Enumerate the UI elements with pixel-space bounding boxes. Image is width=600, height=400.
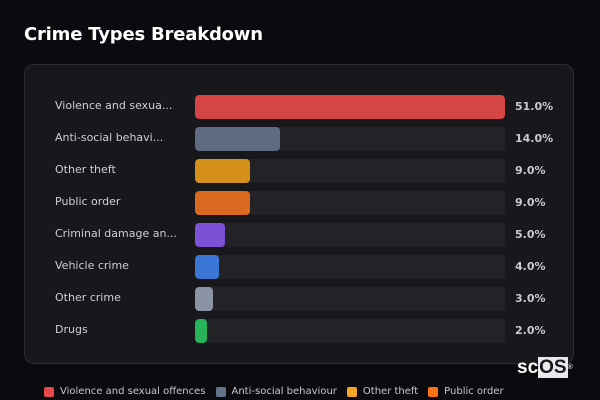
- bar-track: [195, 127, 505, 151]
- bar-label: Criminal damage an...: [55, 227, 177, 240]
- legend-label: Violence and sexual offences: [60, 386, 206, 397]
- bar-row: Other theft 9.0%: [25, 159, 573, 183]
- bar-value: 14.0%: [515, 132, 554, 145]
- legend-swatch-icon: [44, 386, 54, 397]
- bar-label: Drugs: [55, 323, 88, 336]
- legend-label: Other theft: [362, 386, 419, 397]
- bar-row: Criminal damage an... 5.0%: [25, 223, 573, 247]
- bar-label: Other theft: [55, 163, 116, 176]
- bar-fill[interactable]: [195, 255, 220, 279]
- bar-fill[interactable]: [195, 159, 250, 183]
- bar-value: 9.0%: [515, 164, 546, 177]
- logo-os-text: OS: [538, 357, 568, 378]
- bar-row: Vehicle crime 4.0%: [25, 255, 573, 279]
- bar-value: 4.0%: [515, 260, 546, 273]
- bar-track: [195, 223, 505, 247]
- bar-label: Other crime: [55, 291, 121, 304]
- bar-label: Anti-social behavi...: [55, 131, 164, 144]
- legend-label: Anti-social behaviour: [231, 386, 337, 397]
- legend-label: Public order: [444, 386, 504, 397]
- chart-legend: Violence and sexual offences Anti-social …: [44, 386, 504, 397]
- bar-fill[interactable]: [195, 127, 281, 151]
- bar-fill[interactable]: [195, 319, 208, 343]
- bar-value: 51.0%: [515, 100, 554, 113]
- chart-card: Violence and sexua... 51.0% Anti-social be…: [24, 64, 574, 364]
- bar-label: Violence and sexua...: [55, 99, 173, 112]
- legend-item[interactable]: Other theft: [346, 386, 419, 397]
- logo-registered-mark: ®: [567, 364, 573, 371]
- chart-title: Crime Types Breakdown: [24, 24, 263, 45]
- bar-row: Violence and sexua... 51.0%: [25, 95, 573, 119]
- legend-swatch-icon: [215, 386, 226, 397]
- bar-value: 5.0%: [515, 228, 546, 241]
- bar-fill[interactable]: [195, 95, 505, 119]
- bar-track: [195, 287, 505, 311]
- bar-value: 9.0%: [515, 196, 546, 209]
- bar-track: [195, 319, 505, 343]
- bar-row: Drugs 2.0%: [25, 319, 573, 343]
- logo-sc-text: sc: [517, 357, 539, 378]
- scos-logo: scOS®: [517, 357, 573, 378]
- bar-label: Vehicle crime: [55, 259, 129, 272]
- bar-row: Other crime 3.0%: [25, 287, 573, 311]
- legend-item[interactable]: Public order: [428, 386, 504, 397]
- bar-track: [195, 159, 505, 183]
- legend-swatch-icon: [428, 386, 439, 397]
- bar-value: 3.0%: [515, 292, 546, 305]
- bar-track: [195, 95, 505, 119]
- bar-row: Public order 9.0%: [25, 191, 573, 215]
- bar-fill[interactable]: [195, 223, 226, 247]
- bar-row: Anti-social behavi... 14.0%: [25, 127, 573, 151]
- bar-fill[interactable]: [195, 191, 250, 215]
- legend-item[interactable]: Anti-social behaviour: [215, 386, 337, 397]
- bar-track: [195, 191, 505, 215]
- legend-swatch-icon: [346, 386, 357, 397]
- bar-track: [195, 255, 505, 279]
- bar-value: 2.0%: [515, 324, 546, 337]
- legend-item[interactable]: Violence and sexual offences: [44, 386, 206, 397]
- bar-label: Public order: [55, 195, 121, 208]
- bar-fill[interactable]: [195, 287, 214, 311]
